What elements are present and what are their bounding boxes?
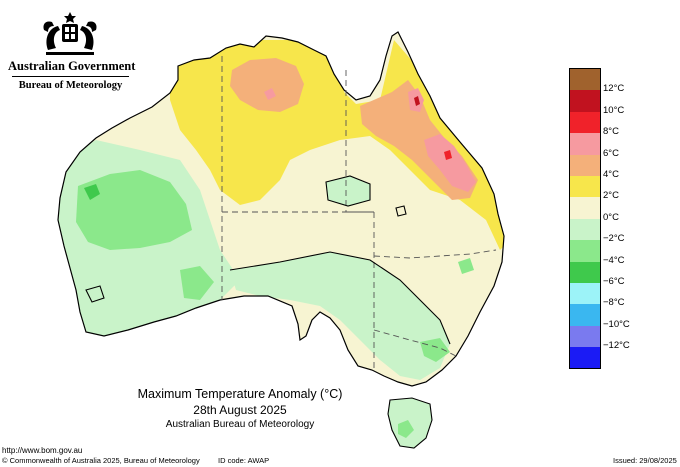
bureau-name: Bureau of Meteorology [18, 80, 123, 91]
legend-swatch [570, 240, 600, 262]
legend-swatch [570, 325, 600, 348]
legend-label: −12°C [603, 340, 630, 352]
legend-label: 2°C [603, 190, 619, 202]
legend-swatch [570, 197, 600, 219]
legend-swatch [570, 154, 600, 176]
colder-region-west [76, 170, 192, 250]
coat-of-arms-logo [8, 10, 133, 63]
legend-swatch [570, 282, 600, 305]
legend-swatch [570, 218, 600, 241]
header-divider [12, 76, 129, 77]
cold-spot-nsw [458, 258, 474, 274]
map-source: Australian Bureau of Meteorology [165, 419, 315, 430]
hottest-spot-cape-york [414, 96, 420, 106]
government-name: Australian Government [8, 59, 136, 73]
colder-patch-victoria [420, 338, 450, 362]
warmer-region-top-end [230, 58, 304, 112]
legend-swatch [570, 90, 600, 112]
legend-label: 0°C [603, 211, 619, 223]
coat-of-arms-icon [43, 12, 97, 55]
legend-label: −2°C [603, 233, 625, 245]
legend-swatch [570, 133, 600, 155]
footer-copyright: © Commonwealth of Australia 2025, Bureau… [2, 456, 200, 465]
footer-issued: Issued: 29/08/2025 [613, 456, 677, 465]
legend-swatch [570, 175, 600, 198]
hot-region-central-queensland [424, 134, 476, 192]
legend-swatch [570, 111, 600, 134]
map-title-block: Maximum Temperature Anomaly (°C) 28th Au… [90, 386, 390, 432]
state-borders [221, 56, 497, 368]
coldest-spot-west [84, 184, 100, 200]
color-legend [569, 68, 601, 370]
legend-label: −8°C [603, 297, 625, 309]
legend-label: 6°C [603, 147, 619, 159]
legend-swatch [570, 347, 600, 369]
hottest-spot-central-queensland [444, 150, 452, 160]
map-title: Maximum Temperature Anomaly (°C) [137, 387, 343, 401]
colder-patch-southwest [180, 266, 214, 300]
cool-region-south [230, 252, 450, 380]
footer-url[interactable]: http://www.bom.gov.au [2, 446, 83, 455]
tasmania-cold-patch [398, 420, 414, 438]
legend-label: 8°C [603, 126, 619, 138]
legend-swatch [570, 304, 600, 326]
legend-label: 10°C [603, 104, 625, 116]
legend-label: 12°C [603, 83, 625, 95]
tasmania [387, 397, 433, 449]
legend-label: −6°C [603, 276, 625, 287]
legend-swatch [570, 69, 600, 91]
hot-spot-top-end [264, 88, 276, 100]
legend-label: −4°C [603, 254, 625, 266]
legend-label: 4°C [603, 169, 619, 180]
legend-swatch [570, 261, 600, 283]
map-date: 28th August 2025 [193, 403, 287, 417]
cool-patch-central [326, 176, 370, 206]
zero-anomaly-contours [85, 175, 451, 345]
legend-label: −10°C [603, 318, 630, 330]
footer-id-code: ID code: AWAP [218, 456, 270, 465]
